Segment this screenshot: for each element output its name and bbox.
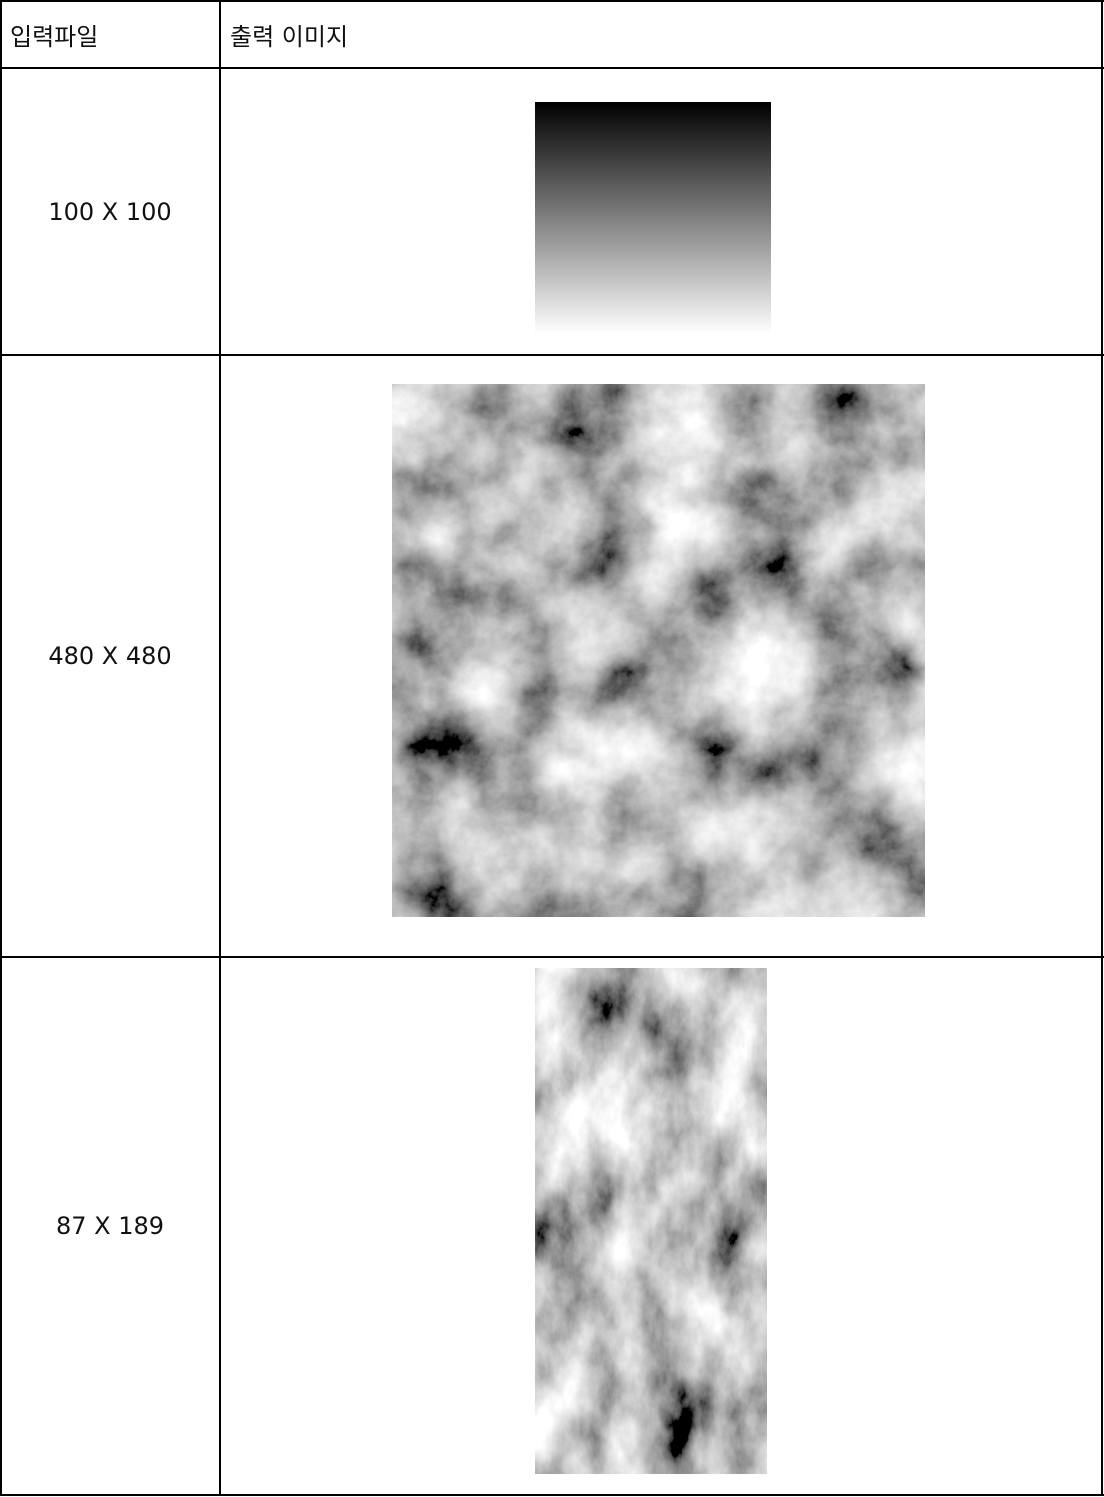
border [0,0,2,1496]
header-cell: 입력파일 [10,22,99,51]
border [0,67,1104,69]
border [0,354,1104,356]
border [1101,0,1103,1496]
input-label: 87 X 189 [55,1212,165,1240]
border [0,1494,1104,1496]
input-label: 480 X 480 [48,642,172,670]
border [0,956,1104,958]
input-label: 100 X 100 [48,197,172,226]
header-cell: 출력 이미지 [230,22,349,51]
border [0,0,1104,2]
output-image [535,968,767,1474]
border [219,0,221,1496]
output-image [535,102,771,334]
output-image [392,384,925,917]
